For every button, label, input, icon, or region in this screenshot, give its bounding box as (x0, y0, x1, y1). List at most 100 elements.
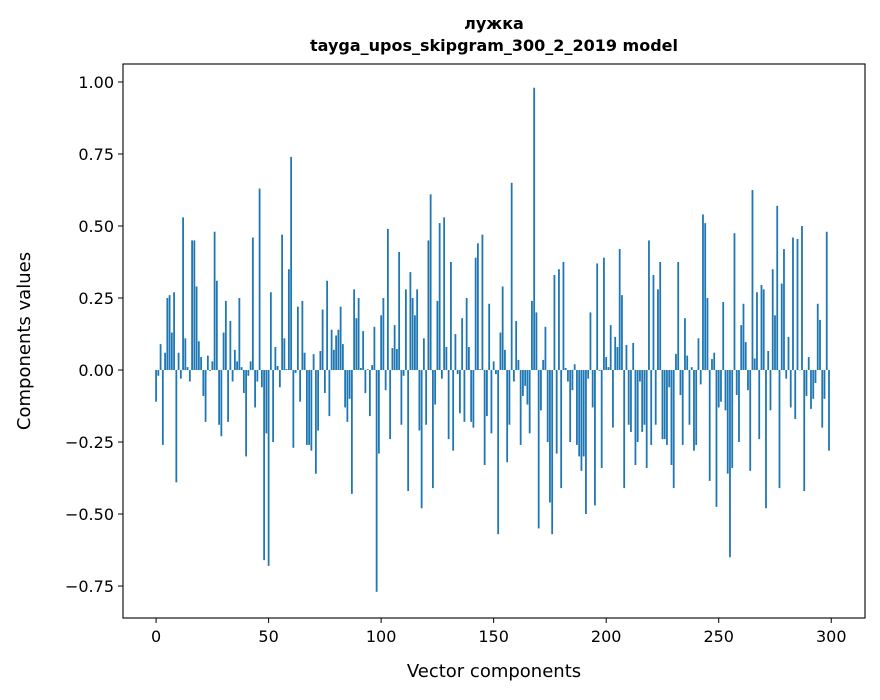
bar (774, 315, 776, 370)
bar (812, 370, 814, 399)
x-tick-label: 100 (366, 627, 397, 646)
bar (576, 370, 578, 445)
bar (639, 370, 641, 382)
bar (272, 370, 274, 442)
bar (515, 321, 517, 370)
bar (506, 370, 508, 462)
bar (711, 359, 713, 370)
x-tick-label: 250 (703, 627, 734, 646)
x-tick-label: 50 (258, 627, 278, 646)
bar (801, 226, 803, 370)
bar (169, 295, 171, 370)
bar (335, 335, 337, 370)
bar (297, 307, 299, 370)
bar (184, 338, 186, 370)
bar (229, 321, 231, 370)
bar (205, 370, 207, 422)
chart-title: лужка (464, 14, 524, 33)
bar (236, 361, 238, 370)
bar (209, 370, 211, 371)
bar (279, 370, 281, 387)
bar (403, 370, 405, 376)
bar (380, 315, 382, 370)
bar (637, 370, 639, 442)
bar (765, 370, 767, 508)
bar (263, 370, 265, 560)
bar (635, 370, 637, 465)
bar (358, 298, 360, 370)
bar (788, 337, 790, 370)
bar (632, 343, 634, 370)
bar (466, 298, 468, 370)
bar (448, 370, 450, 439)
bar (738, 370, 740, 442)
bar (682, 370, 684, 445)
bar (331, 330, 333, 370)
bar (551, 370, 553, 534)
bar (342, 344, 344, 370)
bar (707, 298, 709, 370)
bar (315, 370, 317, 474)
bar (740, 325, 742, 370)
bar (808, 357, 810, 370)
y-tick-label: −0.25 (65, 433, 114, 452)
bar (340, 307, 342, 370)
x-tick-label: 300 (816, 627, 847, 646)
bar (180, 370, 182, 379)
bar (488, 304, 490, 370)
bar (686, 356, 688, 370)
bar (749, 370, 751, 471)
bar (175, 370, 177, 482)
bar (569, 370, 571, 442)
bar (504, 350, 506, 370)
bar (736, 370, 738, 395)
bar (585, 370, 587, 514)
bar (718, 370, 720, 407)
bar (261, 370, 263, 387)
bar (583, 370, 585, 456)
bar (157, 370, 159, 376)
bar (387, 229, 389, 370)
bar (421, 370, 423, 508)
bar (662, 370, 664, 439)
x-tick-label: 150 (478, 627, 509, 646)
bar (587, 370, 589, 379)
bar (218, 370, 220, 425)
bar (362, 331, 364, 370)
bar (522, 370, 524, 396)
x-tick-label: 200 (591, 627, 622, 646)
bar (513, 370, 515, 382)
bar (259, 189, 261, 370)
bar (308, 370, 310, 445)
bar (450, 262, 452, 370)
bar (680, 370, 682, 395)
bar (436, 301, 438, 370)
bar (459, 370, 461, 413)
bar (220, 370, 222, 436)
bar (376, 370, 378, 592)
bar (468, 347, 470, 370)
bar (322, 310, 324, 370)
bar (182, 217, 184, 370)
bar (666, 370, 668, 445)
bar (265, 370, 267, 433)
bar (664, 370, 666, 439)
bar (223, 333, 225, 370)
bar (326, 281, 328, 370)
bar (198, 341, 200, 370)
y-tick-label: 1.00 (78, 73, 114, 92)
bar (443, 217, 445, 370)
bar (189, 370, 191, 382)
bar (232, 370, 234, 382)
bar (650, 370, 652, 445)
bar (619, 249, 621, 370)
bar (545, 327, 547, 370)
bar (617, 347, 619, 370)
bar (558, 269, 560, 370)
bar (734, 233, 736, 370)
y-tick-label: 0.75 (78, 145, 114, 164)
bar (668, 370, 670, 387)
bar (727, 370, 729, 474)
bar (612, 370, 614, 428)
chart-subtitle: tayga_upos_skipgram_300_2_2019 model (310, 36, 678, 55)
